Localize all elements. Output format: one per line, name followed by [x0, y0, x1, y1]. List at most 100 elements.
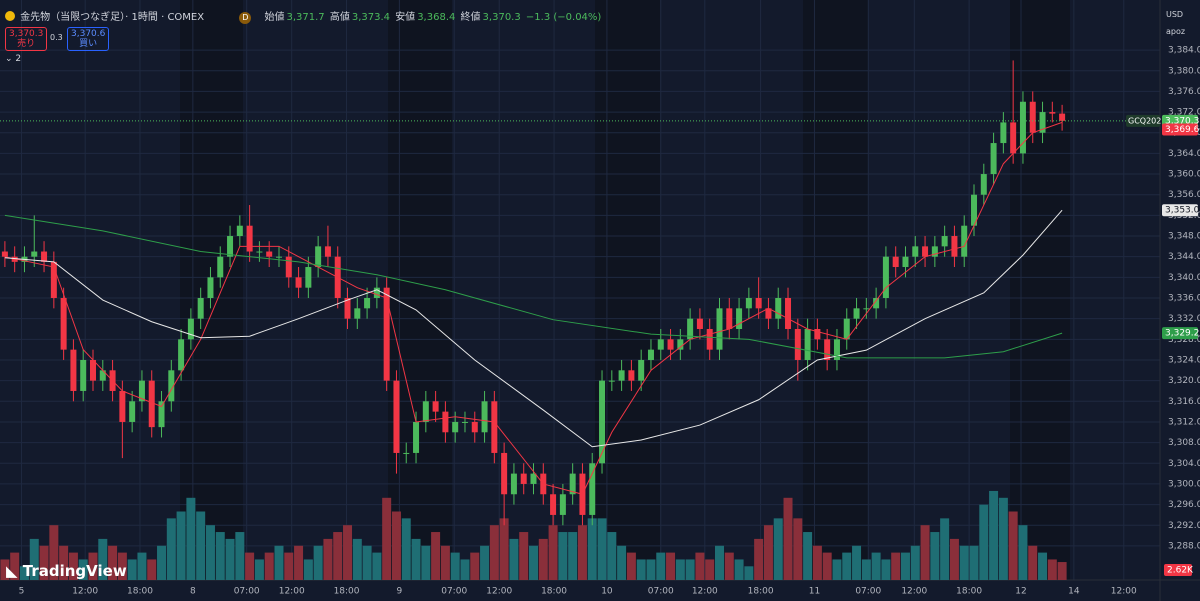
volume-bar: [68, 552, 78, 580]
volume-bar: [391, 511, 401, 580]
candle-body: [11, 256, 18, 262]
candle-body: [168, 370, 175, 402]
market-status[interactable]: D: [239, 12, 252, 24]
price-tag-label: 3,370.3: [1165, 116, 1199, 126]
x-tick-label: 5: [19, 587, 25, 597]
volume-bar: [470, 552, 480, 580]
candle-body: [745, 298, 752, 309]
y-tick-label: 3,356.0: [1168, 190, 1200, 200]
candle-body: [89, 359, 96, 381]
candle-body: [647, 349, 654, 360]
logo[interactable]: ◣ TradingView: [6, 562, 127, 580]
candle-body: [452, 421, 459, 433]
candle-body: [217, 256, 224, 278]
volume-bar: [1038, 552, 1048, 580]
candle-body: [1, 251, 8, 257]
candle-body: [951, 236, 958, 257]
candle-body: [687, 318, 694, 340]
volume-bar: [499, 518, 509, 580]
spread: 0.3: [50, 33, 63, 42]
candle-body: [305, 267, 312, 288]
candle-body: [716, 308, 723, 350]
y-tick-label: 3,328.0: [1168, 335, 1200, 345]
candle-body: [892, 256, 899, 268]
volume-bar: [920, 525, 930, 580]
candle-body: [824, 339, 831, 360]
price-tag: [1162, 327, 1198, 340]
candle-body: [197, 298, 204, 319]
candle-body: [236, 225, 243, 237]
y-tick-label: 3,380.0: [1168, 66, 1200, 76]
candle-body: [70, 349, 77, 391]
candle-body: [481, 401, 488, 433]
candle-body: [775, 298, 782, 319]
volume-bar: [930, 532, 940, 580]
price-tag-label: 3,369.6: [1165, 125, 1200, 135]
y-tick-label: 3,320.0: [1168, 376, 1200, 386]
volume-bar: [362, 545, 372, 580]
volume-bar: [803, 532, 813, 580]
candle-body: [138, 380, 145, 402]
candle-body: [187, 318, 194, 340]
candle-body: [491, 401, 498, 453]
candle-body: [882, 256, 889, 299]
candle-body: [726, 308, 733, 329]
volume-bar: [538, 538, 548, 580]
volume-bar: [822, 552, 832, 580]
candle-body: [931, 246, 938, 257]
volume-bar: [852, 545, 862, 580]
candle-body: [373, 287, 380, 299]
volume-bar: [519, 532, 529, 580]
candle-body: [657, 339, 664, 350]
volume-bar: [372, 552, 382, 580]
volume-bar: [78, 559, 88, 580]
currency[interactable]: USD: [1166, 10, 1184, 19]
volume-bar: [636, 559, 646, 580]
volume-bar: [117, 552, 127, 580]
volume-bar: [979, 504, 989, 580]
volume-bar: [910, 545, 920, 580]
close-value: 3,370.3: [482, 12, 521, 23]
volume-bar: [19, 566, 29, 580]
volume-bar: [724, 552, 734, 580]
y-tick-label: 3,296.0: [1168, 500, 1200, 510]
symbol-tag-label: GCQ2025: [1128, 116, 1166, 125]
x-tick-label: 10: [601, 587, 613, 597]
volume-bar: [0, 559, 10, 580]
unit[interactable]: apoz: [1166, 27, 1186, 36]
sell-button[interactable]: 3,370.3 売り: [5, 27, 48, 51]
volume-bar: [587, 518, 597, 580]
volume-bar: [166, 518, 176, 580]
x-tick-label: 14: [1068, 587, 1080, 597]
volume-bar: [440, 545, 450, 580]
buy-button[interactable]: 3,370.6 買い: [67, 27, 110, 51]
volume-bar: [29, 538, 39, 580]
price-tag-label: 3,353.0: [1165, 206, 1200, 216]
x-tick-label: 18:00: [748, 587, 774, 597]
y-tick-label: 3,364.0: [1168, 149, 1200, 159]
candle-body: [755, 298, 762, 309]
volume-bar: [685, 559, 695, 580]
x-tick-label: 07:00: [234, 587, 260, 597]
volume-bar: [225, 538, 235, 580]
indicator-toggle[interactable]: ⌄ 2: [5, 54, 22, 64]
low-label: 安値: [395, 12, 416, 23]
x-tick-label: 18:00: [127, 587, 153, 597]
x-tick-label: 12:00: [1111, 587, 1137, 597]
volume-bar: [352, 538, 362, 580]
candle-body: [324, 246, 331, 257]
volume-bar: [39, 545, 49, 580]
candle-body: [1059, 113, 1066, 121]
candle-body: [608, 380, 615, 382]
volume-bar: [88, 552, 98, 580]
candle-body: [833, 339, 840, 360]
volume-bar: [489, 525, 499, 580]
volume-bar: [157, 545, 167, 580]
x-tick-label: 12: [1015, 587, 1026, 597]
volume-bar: [969, 545, 979, 580]
volume-bar: [127, 559, 137, 580]
y-tick-label: 3,376.0: [1168, 87, 1200, 97]
indicator-count: 2: [15, 54, 22, 64]
volume-bar: [323, 538, 333, 580]
